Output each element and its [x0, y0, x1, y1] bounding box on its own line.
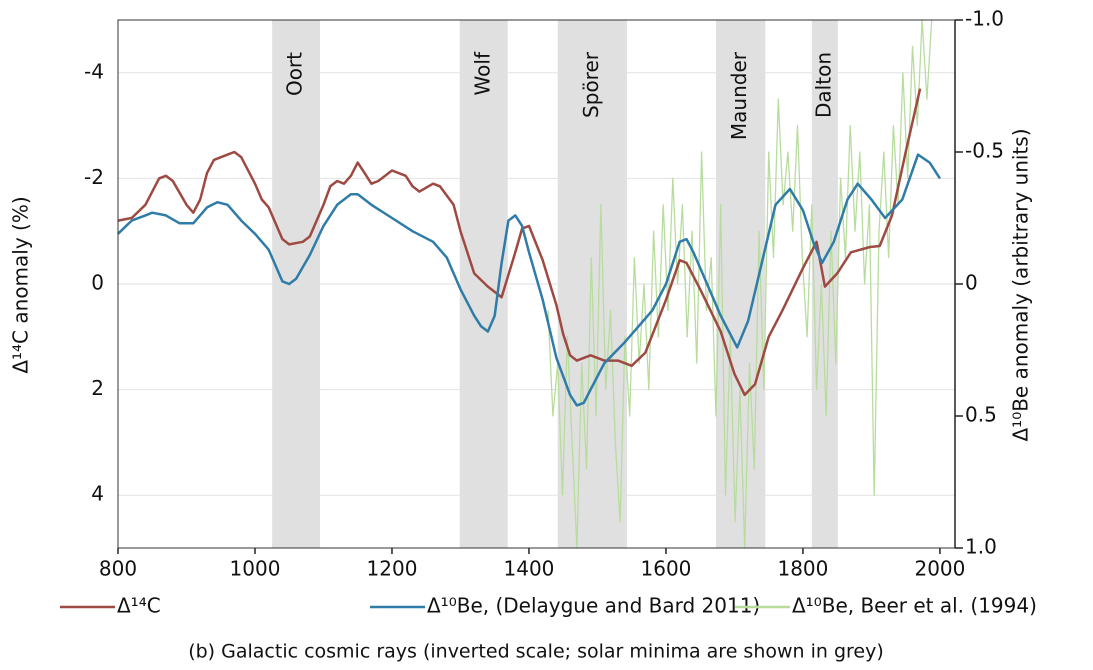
y-tick-label: 2	[91, 376, 104, 400]
y2-axis-label: Δ¹⁰Be anomaly (arbitrary units)	[1009, 129, 1033, 442]
series-line	[117, 88, 922, 397]
x-tick-label: 1200	[367, 557, 418, 581]
series-line	[117, 153, 941, 407]
x-tick-label: 1600	[641, 557, 692, 581]
y-tick-label: -4	[84, 59, 104, 83]
band-label: Oort	[283, 52, 307, 96]
band-label: Wolf	[470, 51, 494, 95]
y2-tick-label: -1.0	[965, 7, 1004, 31]
x-tick-label: 1800	[777, 557, 828, 581]
band-label: Spörer	[579, 51, 603, 118]
y-tick-label: 4	[91, 482, 104, 506]
x-tick-label: 2000	[914, 557, 965, 581]
y2-tick-label: 0	[965, 271, 978, 295]
x-tick-label: 800	[99, 557, 137, 581]
y-axis-label: Δ¹⁴C anomaly (%)	[9, 196, 33, 373]
y2-tick-label: -0.5	[965, 139, 1004, 163]
caption: (b) Galactic cosmic rays (inverted scale…	[188, 641, 884, 663]
x-tick-label: 1000	[230, 557, 281, 581]
legend-label: Δ¹⁴C	[117, 594, 161, 618]
x-tick-label: 1400	[504, 557, 555, 581]
band-label: Dalton	[811, 52, 835, 118]
band-label: Maunder	[727, 51, 751, 140]
y-tick-label: 0	[91, 271, 104, 295]
legend-label: Δ¹⁰Be, (Delaygue and Bard 2011)	[427, 594, 760, 618]
y2-tick-label: 0.5	[965, 403, 997, 427]
y-tick-label: -2	[84, 165, 104, 189]
legend-label: Δ¹⁰Be, Beer et al. (1994)	[792, 594, 1037, 618]
y2-tick-label: 1.0	[965, 535, 997, 559]
